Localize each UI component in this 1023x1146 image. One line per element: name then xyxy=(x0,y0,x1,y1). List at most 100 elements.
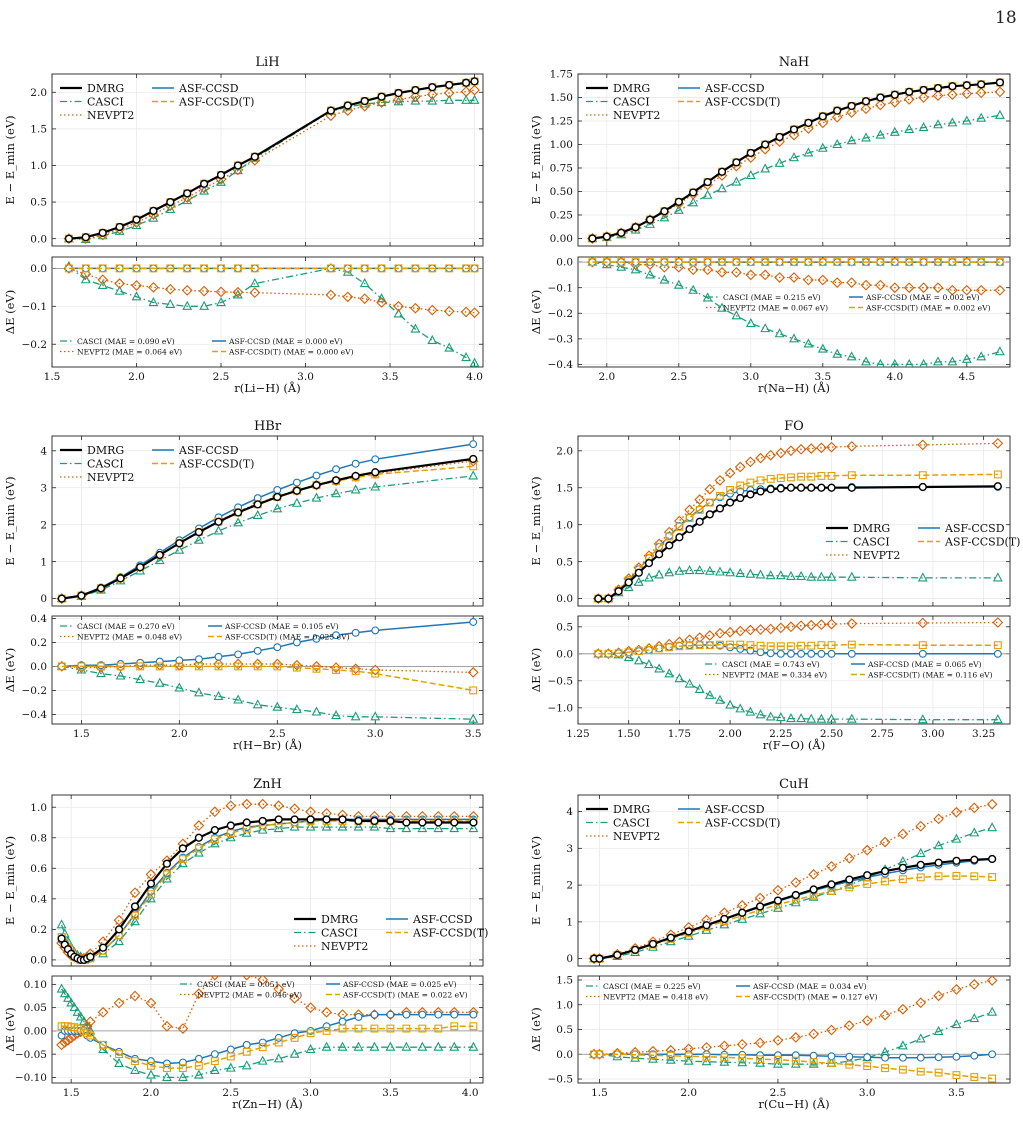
x-tick-label: 3.5 xyxy=(382,1087,399,1099)
data-point-casci xyxy=(273,1053,284,1063)
data-point-asf_ccsd xyxy=(386,1010,395,1019)
data-point-nevpt2 xyxy=(716,266,728,278)
x-tick-label: 3.00 xyxy=(921,728,944,740)
data-point-nevpt2 xyxy=(177,1023,189,1034)
y-tick-label: 1.0 xyxy=(30,160,47,172)
data-point-asf_ccsd xyxy=(147,1057,155,1066)
data-point-asf_ccsd_t xyxy=(827,1059,836,1068)
legend-label-casci: CASCI (MAE = 0.225 eV) xyxy=(603,982,701,991)
data-point-asf_ccsd xyxy=(827,1052,836,1061)
data-point-casci xyxy=(427,95,438,105)
data-point-casci xyxy=(683,1055,694,1065)
y-tick-label: 0.00 xyxy=(24,1025,47,1037)
data-point-asf_ccsd_t xyxy=(776,642,785,651)
data-point-asf_ccsd_t xyxy=(827,641,836,650)
data-point-nevpt2 xyxy=(843,852,855,864)
data-point-casci xyxy=(786,570,796,580)
y-tick-label: 4 xyxy=(40,445,47,457)
data-point-asf_ccsd xyxy=(338,1017,347,1026)
y-tick-label: −0.5 xyxy=(548,675,574,687)
x-tick-label: 4.0 xyxy=(462,1087,479,1099)
data-point-casci xyxy=(633,576,644,586)
legend-label-casci: CASCI xyxy=(87,96,124,109)
y-tick-label: 0.5 xyxy=(30,197,47,209)
data-point-dmrg xyxy=(588,234,597,243)
data-point-nevpt2 xyxy=(410,302,421,314)
legend-label-casci: CASCI (MAE = 0.090 eV) xyxy=(77,337,175,346)
data-point-nevpt2 xyxy=(826,1024,837,1036)
legend-label-nevpt2: NEVPT2 (MAE = 0.064 eV) xyxy=(77,348,182,357)
data-point-asf_ccsd_t xyxy=(646,258,654,267)
data-point-nevpt2 xyxy=(376,97,387,108)
data-point-asf_ccsd_t xyxy=(194,844,203,853)
data-point-asf_ccsd_t xyxy=(614,649,623,658)
legend-label-asf_ccsd_t: ASF-CCSD(T) (MAE = 0.002 eV) xyxy=(865,304,991,313)
y-tick-label: 1.5 xyxy=(30,123,47,135)
data-point-dmrg xyxy=(146,879,156,888)
data-point-casci xyxy=(114,1057,124,1068)
y-tick-label: −1.0 xyxy=(548,702,574,714)
data-point-casci xyxy=(291,704,302,714)
data-point-dmrg xyxy=(370,816,379,826)
data-point-nevpt2 xyxy=(933,813,944,825)
data-point-dmrg xyxy=(617,228,626,237)
y-tick-label: 0.0 xyxy=(30,954,47,966)
plot-area xyxy=(578,257,1010,367)
data-point-dmrg xyxy=(149,206,158,215)
x-tick-label: 2.75 xyxy=(871,728,894,740)
data-point-dmrg xyxy=(258,816,267,826)
data-point-asf_ccsd_t xyxy=(655,644,664,653)
data-point-casci xyxy=(194,687,204,697)
data-point-dmrg xyxy=(736,493,745,503)
data-point-casci xyxy=(321,821,332,831)
data-point-dmrg xyxy=(847,101,856,111)
data-point-dmrg xyxy=(418,818,427,827)
data-point-nevpt2 xyxy=(131,280,142,291)
data-point-casci xyxy=(272,503,283,513)
data-point-asf_ccsd xyxy=(988,1050,997,1059)
data-point-asf_ccsd_t xyxy=(360,264,369,273)
data-point-dmrg xyxy=(194,527,204,537)
series-line-nevpt2 xyxy=(68,89,475,240)
data-point-asf_ccsd_t xyxy=(988,873,997,881)
data-point-casci xyxy=(760,323,771,333)
data-point-dmrg xyxy=(81,233,90,242)
plot-area xyxy=(52,260,483,367)
data-point-asf_ccsd_t xyxy=(970,872,979,881)
data-point-asf_ccsd_t xyxy=(624,648,633,657)
data-point-nevpt2 xyxy=(745,269,757,281)
data-point-asf_ccsd_t xyxy=(790,258,798,267)
data-point-casci xyxy=(233,517,244,527)
series-line-casci xyxy=(598,569,998,600)
data-point-asf_ccsd_t xyxy=(970,1073,979,1082)
data-point-casci xyxy=(154,677,165,687)
data-point-dmrg xyxy=(720,914,729,924)
series-line-dmrg xyxy=(68,80,475,240)
data-point-casci xyxy=(817,142,828,152)
data-point-dmrg xyxy=(470,77,479,86)
x-tick-label: 3.5 xyxy=(382,371,399,383)
y-tick-label: −0.1 xyxy=(22,301,48,313)
data-point-casci xyxy=(370,711,381,721)
data-point-nevpt2 xyxy=(736,1038,748,1050)
data-point-asf_ccsd xyxy=(402,1010,411,1019)
y-axis-label-diff: ΔE (eV) xyxy=(529,290,543,334)
data-point-asf_ccsd_t xyxy=(775,258,784,267)
legend-label-asf_ccsd: ASF-CCSD xyxy=(704,803,765,816)
data-point-casci xyxy=(353,821,364,831)
data-point-casci xyxy=(376,293,387,303)
data-point-casci xyxy=(654,663,665,673)
data-point-casci xyxy=(702,189,713,199)
data-point-dmrg xyxy=(402,818,411,827)
data-point-dmrg xyxy=(715,504,725,513)
y-tick-label: −0.05 xyxy=(15,1049,47,1061)
data-point-asf_ccsd xyxy=(274,1033,283,1042)
data-point-nevpt2 xyxy=(968,979,980,990)
y-tick-label: −0.4 xyxy=(548,359,574,371)
y-tick-label: −0.3 xyxy=(548,333,574,345)
data-point-dmrg xyxy=(766,485,775,494)
data-point-casci xyxy=(393,308,404,318)
data-point-asf_ccsd_t xyxy=(57,662,66,671)
data-point-asf_ccsd_t xyxy=(411,264,420,273)
data-point-asf_ccsd_t xyxy=(916,1067,925,1076)
